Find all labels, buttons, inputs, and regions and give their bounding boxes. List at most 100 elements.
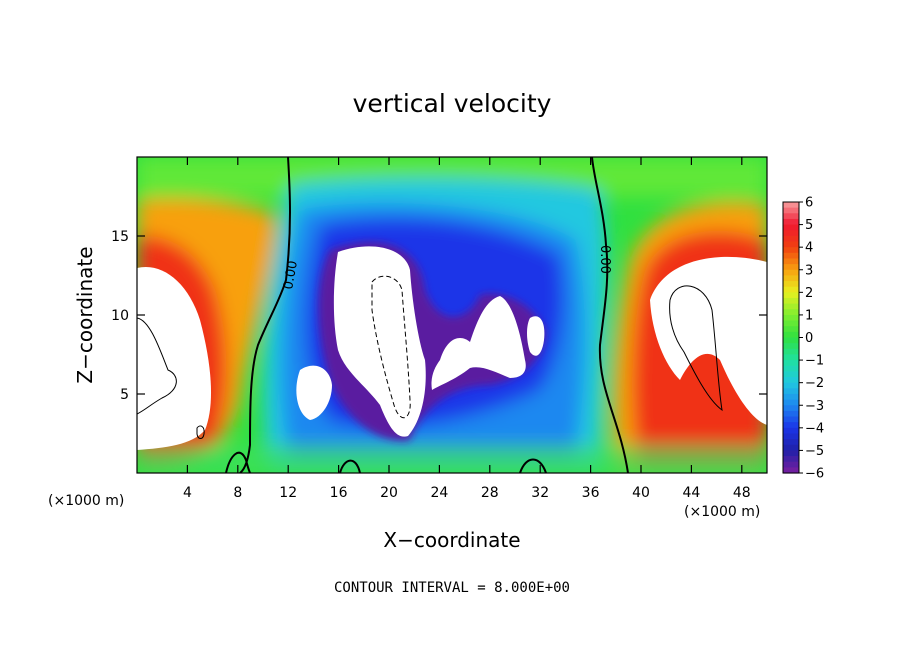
colorbar-band: [783, 281, 799, 288]
colorbar-band: [783, 252, 799, 260]
colorbar-band: [783, 456, 799, 463]
colorbar-tick-label: −2: [805, 376, 824, 391]
colorbar-band: [783, 360, 799, 367]
colorbar-band: [783, 264, 799, 271]
zero-contour-bottom-right: [519, 458, 547, 473]
colorbar-band: [783, 213, 799, 220]
white-right-blob: [527, 316, 545, 356]
colorbar: 6 5 4 3 2 1 0 −1 −2 −3 −4 −5 −6: [782, 196, 824, 482]
colorbar-band: [783, 439, 799, 446]
contour-label-right: 0.00: [597, 245, 612, 274]
colorbar-band: [783, 275, 799, 282]
colorbar-band: [783, 382, 799, 389]
x-tick-label: 12: [279, 485, 297, 501]
colorbar-band: [783, 235, 799, 243]
x-unit-right: (×1000 m): [684, 504, 760, 520]
zero-contour-bottom-mid: [339, 459, 361, 473]
x-tick-label: 40: [632, 485, 650, 501]
colorbar-band: [783, 365, 799, 372]
colorbar-tick-label: 4: [805, 241, 813, 256]
colorbar-tick-label: −5: [805, 444, 824, 459]
colorbar-band: [783, 286, 799, 293]
plot-area: [137, 157, 767, 473]
colorbar-band: [783, 343, 799, 350]
colorbar-band: [783, 467, 799, 474]
colorbar-band: [783, 269, 799, 276]
colorbar-band: [783, 422, 799, 429]
zero-contour-left: [239, 157, 291, 473]
colorbar-tick-label: −4: [805, 421, 824, 436]
white-center-right: [431, 296, 526, 390]
negative-contour-center: [371, 275, 411, 418]
colorbar-band: [783, 326, 799, 333]
colorbar-tick-label: 5: [805, 218, 813, 233]
colorbar-tick-label: 6: [805, 196, 813, 211]
x-tick-label: 20: [380, 485, 398, 501]
y-tick-label: 15: [111, 229, 129, 245]
chart-title: vertical velocity: [353, 89, 552, 118]
colorbar-band: [783, 427, 799, 435]
colorbar-band: [783, 258, 799, 265]
colorbar-band: [783, 377, 799, 384]
small-contour-left: [196, 425, 205, 439]
white-left-blob: [296, 365, 332, 420]
colorbar-band: [783, 230, 799, 237]
colorbar-tick-label: −3: [805, 399, 824, 414]
colorbar-tick-label: 3: [805, 263, 813, 278]
colorbar-band: [783, 416, 799, 423]
x-unit-left: (×1000 m): [48, 493, 124, 509]
colorbar-band: [783, 202, 799, 209]
x-tick-label: 36: [582, 485, 600, 501]
colorbar-band: [783, 444, 799, 452]
white-center-column: [333, 246, 426, 437]
x-tick-label: 8: [233, 485, 242, 501]
colorbar-band: [783, 461, 799, 468]
contour-interval-note: CONTOUR INTERVAL = 8.000E+00: [334, 580, 570, 596]
x-tick-label: 16: [330, 485, 348, 501]
colorbar-band: [783, 314, 799, 322]
x-tick-label: 48: [733, 485, 751, 501]
colorbar-band: [783, 303, 799, 310]
colorbar-band: [783, 399, 799, 406]
colorbar-band: [783, 320, 799, 327]
colorbar-band: [783, 331, 799, 339]
positive-contour-right: [669, 285, 723, 412]
x-axis-label: X−coordinate: [383, 528, 520, 552]
colorbar-tick-label: −1: [805, 354, 824, 369]
colorbar-band: [783, 297, 799, 305]
colorbar-band: [783, 410, 799, 418]
colorbar-band: [783, 247, 799, 254]
white-right-high: [650, 256, 767, 425]
colorbar-band: [783, 309, 799, 316]
colorbar-band: [783, 405, 799, 412]
y-axis: 5 10 15: [111, 229, 767, 403]
colorbar-band: [783, 218, 799, 226]
colorbar-band: [783, 433, 799, 440]
x-tick-label: 24: [430, 485, 448, 501]
colorbar-band: [783, 354, 799, 361]
colorbar-band: [783, 371, 799, 378]
x-tick-label: 28: [481, 485, 499, 501]
colorbar-band: [783, 388, 799, 395]
white-left-high: [137, 266, 212, 450]
zero-contour-bottom-left: [225, 451, 251, 473]
colorbar-band: [783, 241, 799, 248]
y-tick-label: 5: [120, 387, 129, 403]
colorbar-tick-label: 0: [805, 331, 813, 346]
colorbar-tick-label: 2: [805, 286, 813, 301]
colorbar-band: [783, 393, 799, 401]
x-tick-label: 44: [682, 485, 700, 501]
contour-label-left: 0.00: [281, 260, 301, 291]
x-axis: 4 8 12 16 20 24 28 32 36 40 44 48: [183, 157, 751, 501]
positive-contour-left: [137, 317, 177, 415]
colorbar-tick-label: 1: [805, 308, 813, 323]
y-axis-label: Z−coordinate: [73, 246, 97, 383]
colorbar-band: [783, 348, 799, 356]
colorbar-band: [783, 292, 799, 299]
colorbar-band: [783, 450, 799, 457]
colorbar-band: [783, 337, 799, 344]
x-tick-label: 4: [183, 485, 192, 501]
x-tick-label: 32: [531, 485, 549, 501]
colorbar-band: [783, 207, 799, 214]
